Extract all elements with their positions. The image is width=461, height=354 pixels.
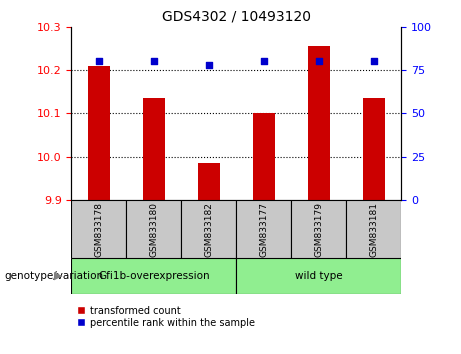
Text: ▶: ▶: [54, 271, 62, 281]
FancyBboxPatch shape: [71, 258, 236, 294]
Bar: [143, 98, 165, 200]
Point: [315, 58, 322, 64]
Point: [95, 58, 103, 64]
Text: GSM833180: GSM833180: [149, 202, 159, 257]
Bar: [307, 46, 330, 200]
Point: [150, 58, 158, 64]
Text: GSM833177: GSM833177: [259, 202, 268, 257]
Legend: transformed count, percentile rank within the sample: transformed count, percentile rank withi…: [77, 306, 255, 328]
Bar: [88, 65, 110, 200]
Text: GSM833182: GSM833182: [204, 202, 213, 257]
Text: GSM833178: GSM833178: [95, 202, 103, 257]
Bar: [253, 113, 275, 200]
Text: GSM833179: GSM833179: [314, 202, 323, 257]
FancyBboxPatch shape: [291, 200, 346, 258]
FancyBboxPatch shape: [71, 200, 126, 258]
FancyBboxPatch shape: [236, 258, 401, 294]
Text: GSM833181: GSM833181: [369, 202, 378, 257]
Point: [370, 58, 377, 64]
Text: Gfi1b-overexpression: Gfi1b-overexpression: [98, 271, 210, 281]
Text: wild type: wild type: [295, 271, 343, 281]
FancyBboxPatch shape: [346, 200, 401, 258]
FancyBboxPatch shape: [126, 200, 181, 258]
Bar: [198, 163, 220, 200]
Point: [205, 62, 213, 68]
Bar: [363, 98, 384, 200]
FancyBboxPatch shape: [181, 200, 236, 258]
Text: genotype/variation: genotype/variation: [5, 271, 104, 281]
Point: [260, 58, 267, 64]
FancyBboxPatch shape: [236, 200, 291, 258]
Title: GDS4302 / 10493120: GDS4302 / 10493120: [162, 10, 311, 24]
